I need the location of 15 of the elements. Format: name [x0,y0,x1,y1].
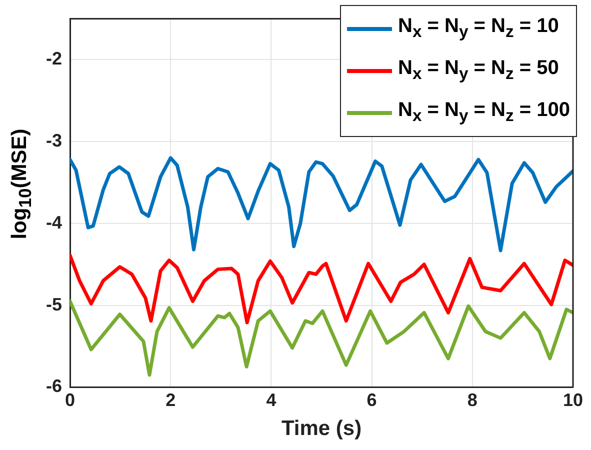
y-tick-label: -2 [46,48,62,69]
x-tick-label: 6 [366,390,377,410]
y-tick-label: -5 [46,294,62,314]
x-tick-label: 10 [562,390,584,410]
x-tick-label: 0 [64,390,76,410]
y-tick-label: -3 [46,130,62,151]
x-tick-label: 8 [467,390,478,410]
x-tick-label: 4 [266,390,276,410]
legend-label: N$_{x}$ = N$_{y}$ = N$_{z}$ = 10 [398,14,559,43]
y-tick-label: -4 [46,212,62,232]
y-tick-label: -6 [46,376,62,396]
legend-label: N$_{x}$ = N$_{y}$ = N$_{z}$ = 100 [398,98,570,127]
legend-label: N$_{x}$ = N$_{y}$ = N$_{z}$ = 50 [398,56,559,85]
x-tick-label: 2 [166,390,176,410]
x-axis-title: Time (s) [281,417,362,440]
